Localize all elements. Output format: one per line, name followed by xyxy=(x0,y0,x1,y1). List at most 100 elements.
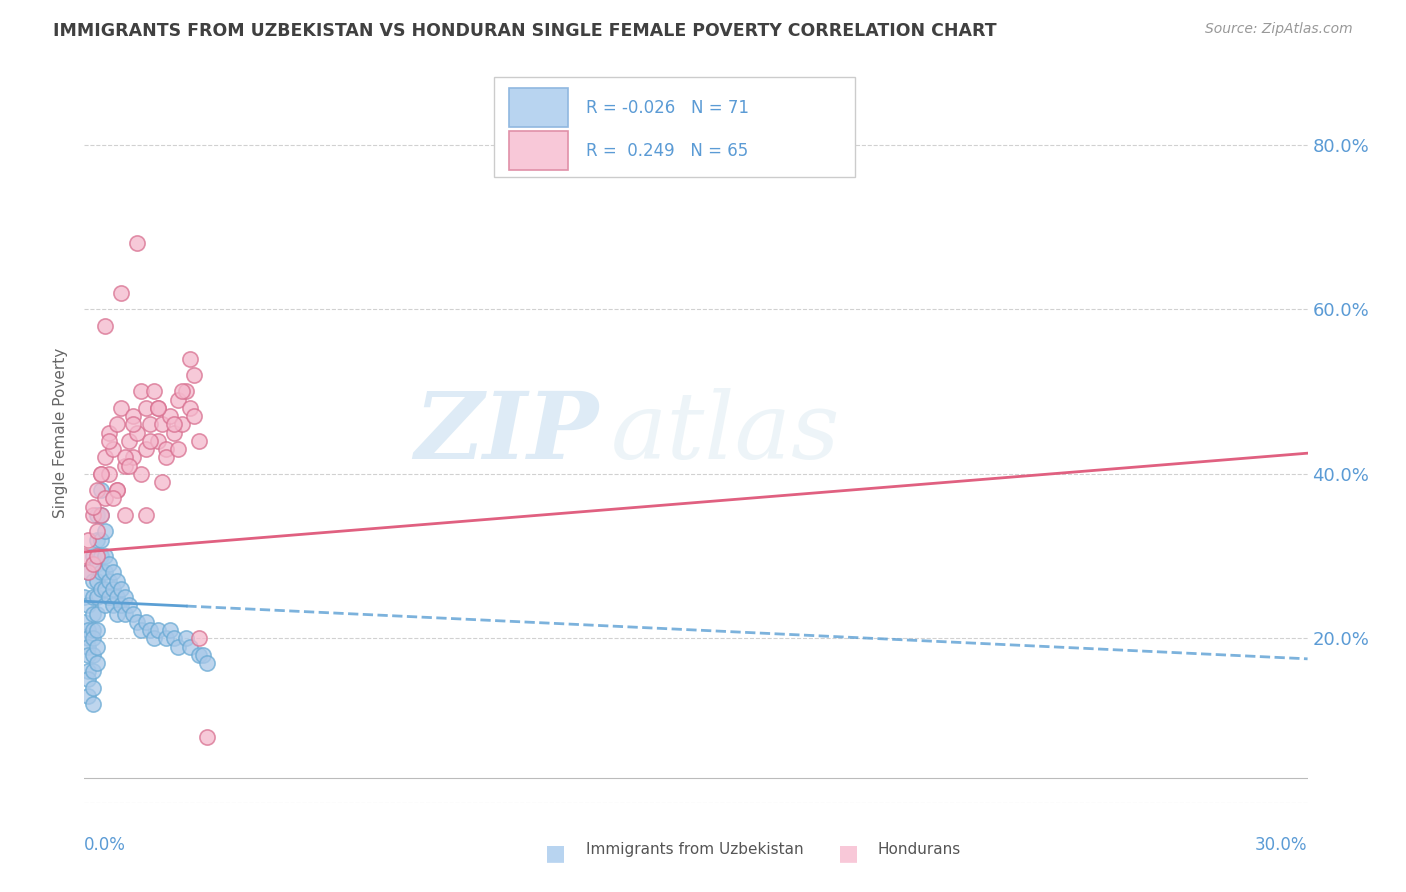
Point xyxy=(82,648,104,662)
Point xyxy=(93,318,115,333)
Point xyxy=(77,664,100,678)
Point xyxy=(146,434,169,448)
Point xyxy=(146,401,169,415)
Point xyxy=(86,607,108,621)
Point xyxy=(105,483,128,498)
Point xyxy=(82,549,104,563)
Point xyxy=(187,434,209,448)
Text: atlas: atlas xyxy=(610,388,839,477)
Point xyxy=(105,483,128,498)
Point xyxy=(142,384,165,399)
Point xyxy=(155,632,177,646)
Point xyxy=(159,623,181,637)
Point xyxy=(90,566,112,580)
Point xyxy=(110,285,132,300)
Point xyxy=(114,607,136,621)
Point xyxy=(77,533,100,547)
Point xyxy=(93,491,115,506)
Point xyxy=(101,491,124,506)
Point xyxy=(131,384,153,399)
Point xyxy=(90,549,112,563)
Point xyxy=(105,607,128,621)
Point xyxy=(146,401,169,415)
Point xyxy=(86,590,108,604)
Point xyxy=(97,467,120,481)
Text: 0.0%: 0.0% xyxy=(84,836,127,855)
Point xyxy=(131,623,153,637)
Point xyxy=(90,582,112,596)
Point xyxy=(86,623,108,637)
Point xyxy=(105,590,128,604)
Point xyxy=(146,623,169,637)
Point xyxy=(150,417,173,432)
Point xyxy=(179,351,201,366)
Point xyxy=(86,558,108,572)
Point xyxy=(90,467,112,481)
Text: R =  0.249   N = 65: R = 0.249 N = 65 xyxy=(586,142,748,160)
Point xyxy=(114,458,136,473)
Point xyxy=(127,615,149,629)
Text: ZIP: ZIP xyxy=(413,388,598,477)
Point xyxy=(97,574,120,588)
FancyBboxPatch shape xyxy=(509,131,568,169)
Point xyxy=(110,582,132,596)
Point xyxy=(97,425,120,440)
Point xyxy=(101,599,124,613)
Point xyxy=(183,409,205,424)
Point xyxy=(101,566,124,580)
Point xyxy=(77,566,100,580)
Point xyxy=(167,640,190,654)
Point xyxy=(105,574,128,588)
Text: ■: ■ xyxy=(838,844,859,863)
Y-axis label: Single Female Poverty: Single Female Poverty xyxy=(53,348,69,517)
Point xyxy=(127,236,149,251)
Point xyxy=(86,574,108,588)
Point xyxy=(138,623,160,637)
Point xyxy=(73,615,96,629)
Point xyxy=(163,425,186,440)
Point xyxy=(90,508,112,522)
Point xyxy=(77,648,100,662)
Point xyxy=(183,368,205,382)
Point xyxy=(114,590,136,604)
Point xyxy=(93,450,115,465)
Point xyxy=(122,409,145,424)
Text: IMMIGRANTS FROM UZBEKISTAN VS HONDURAN SINGLE FEMALE POVERTY CORRELATION CHART: IMMIGRANTS FROM UZBEKISTAN VS HONDURAN S… xyxy=(53,22,997,40)
Point xyxy=(93,524,115,539)
Point xyxy=(163,417,186,432)
Point xyxy=(93,549,115,563)
Point xyxy=(82,697,104,711)
Point xyxy=(73,590,96,604)
Point xyxy=(191,648,214,662)
Point xyxy=(77,673,100,687)
Point xyxy=(138,434,160,448)
Point xyxy=(135,442,157,456)
Point xyxy=(97,558,120,572)
Point xyxy=(110,401,132,415)
Point xyxy=(163,632,186,646)
Point xyxy=(142,632,165,646)
Point xyxy=(82,607,104,621)
Point xyxy=(77,632,100,646)
Point xyxy=(90,467,112,481)
Point xyxy=(86,549,108,563)
Point xyxy=(77,640,100,654)
Point xyxy=(172,384,194,399)
Text: R = -0.026   N = 71: R = -0.026 N = 71 xyxy=(586,99,749,117)
Point xyxy=(82,558,104,572)
Point xyxy=(159,409,181,424)
Point xyxy=(86,533,108,547)
Point xyxy=(118,434,141,448)
Point xyxy=(167,442,190,456)
Point xyxy=(97,590,120,604)
Point xyxy=(174,632,197,646)
FancyBboxPatch shape xyxy=(494,78,855,178)
Point xyxy=(82,574,104,588)
Point xyxy=(105,417,128,432)
Point xyxy=(122,450,145,465)
Text: Immigrants from Uzbekistan: Immigrants from Uzbekistan xyxy=(586,842,803,857)
Point xyxy=(77,566,100,580)
Point xyxy=(82,623,104,637)
Point xyxy=(127,425,149,440)
Point xyxy=(118,599,141,613)
